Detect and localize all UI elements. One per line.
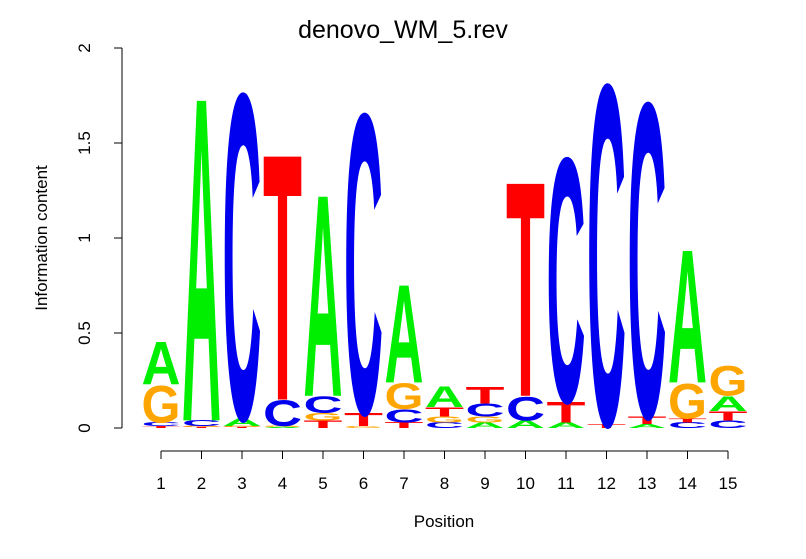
x-axis: 1 2 3 4 5 6 7 8 9 10 11 12 13 14 15 [156, 450, 738, 493]
logo-letter-t: T [668, 417, 707, 423]
logo-letter-t: T [547, 396, 586, 429]
logo-letter-a: A [709, 392, 748, 416]
logo-letter-t: T [182, 427, 222, 428]
logo-letter-t: T [263, 79, 302, 474]
logo-letter-a: A [304, 136, 343, 459]
logo-letter-c: C [506, 389, 545, 428]
x-tick-label: 12 [597, 474, 616, 493]
logo-letter-g: G [223, 426, 262, 427]
logo-letter-c: C [547, 86, 586, 477]
logo-letter-t: T [587, 423, 626, 429]
logo-letter-c: C [628, 9, 667, 513]
y-tick-label: 1 [75, 233, 94, 242]
logo-letter-a: A [223, 417, 262, 429]
x-tick-label: 14 [678, 474, 697, 493]
logo-letter-t: T [628, 415, 667, 427]
logo-letter-g: G [304, 411, 343, 423]
logo-letter-t: T [709, 408, 748, 423]
logo-letter-a: A [182, 2, 221, 520]
logo-letter-t: T [506, 119, 545, 462]
logo-letter-g: G [709, 357, 748, 405]
x-tick-label: 1 [156, 474, 165, 493]
y-tick-label: 0.5 [75, 321, 94, 345]
x-axis-label: Position [414, 512, 474, 531]
logo-letter-c: C [223, 0, 262, 518]
x-tick-label: 11 [557, 474, 575, 493]
logo-letter-g: G [182, 426, 221, 427]
x-tick-label: 5 [318, 474, 327, 493]
x-tick-label: 6 [359, 474, 368, 493]
x-tick-label: 4 [278, 474, 287, 493]
logo-letter-c: C [304, 391, 343, 418]
logo-letter-g: G [263, 426, 302, 427]
y-tick-label: 0 [75, 423, 94, 432]
logo-letter-t: T [425, 405, 464, 420]
logo-letter-a: A [628, 423, 667, 429]
x-tick-label: 7 [399, 474, 408, 493]
x-tick-label: 3 [237, 474, 246, 493]
logo-letter-g: G [344, 426, 383, 429]
logo-letter-c: C [263, 392, 302, 434]
logo-letter-a: A [263, 427, 302, 428]
logo-letter-g: G [385, 376, 424, 417]
logo-letter-g: G [425, 415, 464, 424]
x-tick-label: 9 [480, 474, 489, 493]
logo-letter-t: T [385, 421, 424, 430]
logo-letter-a: A [547, 421, 586, 430]
logo-letter-c: C [425, 421, 464, 430]
logo-letter-t: T [344, 409, 383, 430]
logo-letter-a: A [425, 382, 464, 414]
x-tick-label: 2 [197, 474, 206, 493]
logo-letter-c: C [466, 400, 505, 421]
logo-letter-t: T [304, 418, 343, 430]
logo-letter-c: C [385, 405, 424, 426]
logo-letter-g: G [668, 372, 707, 429]
logo-letter-g: G [466, 415, 505, 424]
logo-letter-g: G [142, 374, 181, 434]
logo-letter-c: C [182, 419, 221, 428]
logo-letter-t: T [223, 427, 263, 428]
x-tick-label: 8 [440, 474, 449, 493]
logo-letter-t: T [142, 426, 182, 429]
logo-letter-a: A [142, 330, 181, 398]
logo-letter-c: C [709, 419, 748, 431]
logo-letter-c: C [587, 0, 626, 528]
logo-letter-c: C [142, 421, 181, 427]
logo-letter-a: A [385, 256, 424, 413]
x-tick-label: 10 [516, 474, 535, 493]
y-tick-label: 2 [75, 43, 94, 52]
logo-letter-a: A [506, 419, 545, 431]
y-axis-label: Information content [32, 165, 51, 311]
y-tick-label: 1.5 [75, 131, 94, 155]
x-tick-label: 13 [638, 474, 657, 493]
logo-letter-t: T [466, 382, 505, 409]
x-tick-label: 15 [719, 474, 738, 493]
chart-title: denovo_WM_5.rev [298, 16, 508, 44]
logo-letter-a: A [668, 210, 707, 424]
logo-letter-c: C [668, 421, 707, 430]
logo-letter-a: A [466, 421, 505, 430]
logo-letter-c: C [344, 24, 383, 504]
y-axis: 0 0.5 1 1.5 2 [75, 43, 123, 433]
